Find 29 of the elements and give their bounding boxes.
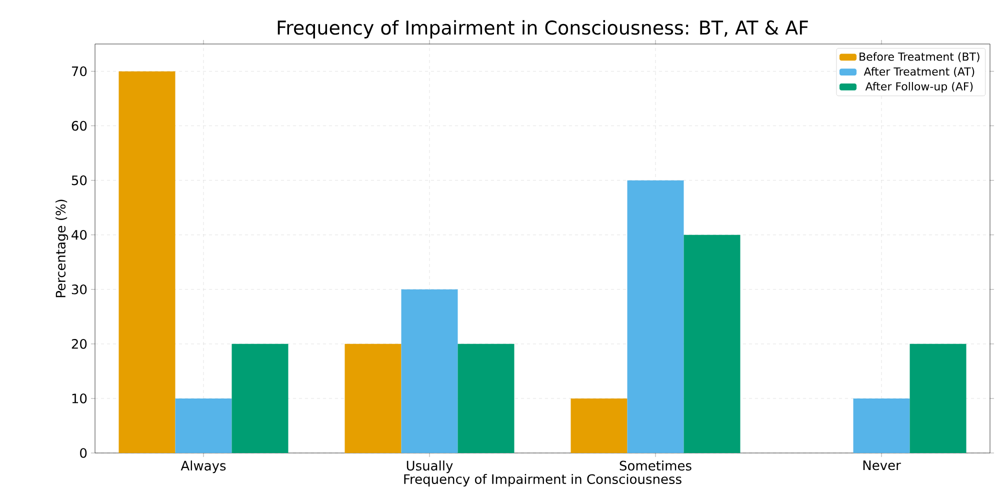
x-tick-label: Never — [863, 460, 901, 470]
bar — [910, 344, 966, 453]
bar — [458, 344, 514, 453]
bar — [175, 398, 232, 453]
y-tick-label: 60 — [72, 120, 87, 131]
bar — [570, 398, 628, 453]
legend-label: Before Treatment (BT) — [860, 52, 980, 62]
y-tick-label: 0 — [80, 448, 87, 458]
x-tick-label: Usually — [406, 460, 453, 474]
y-tick-label: 70 — [72, 66, 87, 76]
bar — [853, 398, 910, 453]
bar — [232, 344, 288, 453]
x-tick-label: Sometimes — [620, 460, 692, 471]
y-tick-label: 20 — [72, 339, 87, 349]
y-tick-label: 30 — [72, 284, 87, 294]
x-axis-title: Frequency of Impairment in Consciousness — [404, 474, 682, 487]
x-tick-label: Always — [180, 460, 226, 474]
y-tick-label: 50 — [72, 175, 87, 186]
chart-title: Frequency of Impairment in Consciousness: BT, AT & AF — [278, 20, 808, 38]
bar — [118, 71, 176, 453]
bar — [344, 344, 402, 453]
bar — [684, 234, 740, 453]
y-axis-title: Percentage (%) — [56, 200, 68, 298]
bar — [401, 289, 458, 453]
legend-label: After Treatment (AT) — [864, 67, 974, 77]
legend-label: After Follow-up (AF) — [865, 82, 973, 93]
bar — [627, 180, 684, 453]
y-tick-label: 10 — [72, 394, 87, 404]
y-tick-label: 40 — [72, 230, 87, 240]
